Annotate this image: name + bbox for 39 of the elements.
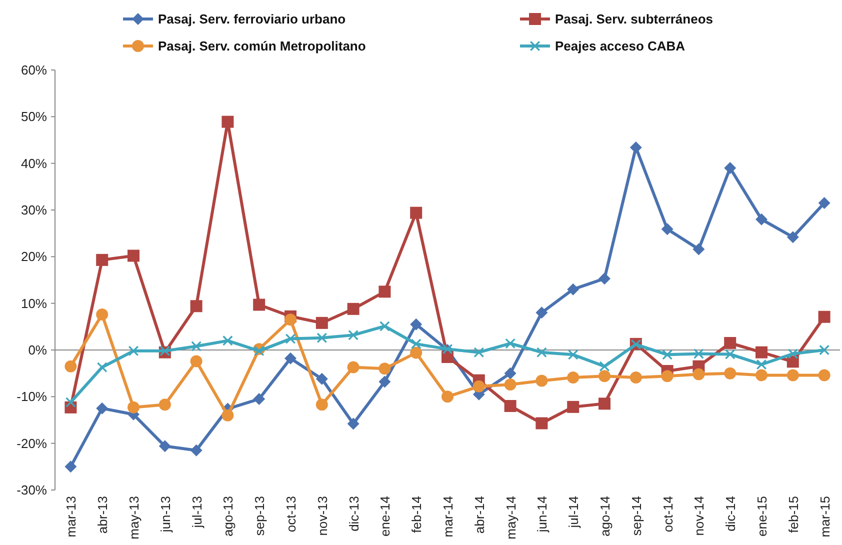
y-tick-label: -30% — [16, 482, 48, 498]
x-tick-label: feb-15 — [786, 496, 801, 533]
x-tick-label: ene-14 — [378, 496, 393, 536]
y-tick-label: 20% — [20, 249, 48, 264]
x-tick-label: ago-13 — [220, 496, 236, 536]
legend-label: Pasaj. Serv. subterráneos — [555, 12, 714, 27]
x-tick-label: may-14 — [503, 496, 518, 540]
x-tick-label: jul-14 — [566, 496, 582, 529]
x-tick-label: jun-13 — [158, 496, 173, 534]
x-tick-label: abr-14 — [472, 496, 487, 534]
x-tick-label: may-13 — [126, 496, 142, 540]
x-tick-label: ago-14 — [598, 496, 612, 536]
x-tick-label: mar-15 — [817, 496, 832, 538]
x-tick-label: nov-14 — [692, 496, 707, 536]
x-tick-label: mar-14 — [440, 496, 456, 538]
x-tick-label: mar-13 — [64, 496, 79, 538]
y-tick-label: -20% — [16, 436, 48, 451]
y-tick-label: 30% — [20, 202, 48, 218]
x-tick-label: jul-13 — [189, 496, 204, 529]
x-tick-label: nov-13 — [314, 496, 330, 536]
y-tick-label: -10% — [16, 389, 48, 404]
y-tick-label: 40% — [20, 156, 48, 171]
legend-label: Peajes acceso CABA — [555, 38, 686, 54]
x-tick-label: dic-13 — [346, 496, 362, 532]
y-tick-label: 50% — [20, 109, 48, 124]
x-tick-label: oct-13 — [284, 496, 298, 532]
y-tick-label: 0% — [28, 342, 48, 358]
y-tick-label: 60% — [20, 62, 48, 78]
x-tick-label: dic-14 — [723, 496, 738, 532]
x-tick-label: feb-14 — [409, 496, 424, 533]
x-tick-label: abr-13 — [95, 496, 110, 534]
x-tick-label: ene-15 — [754, 496, 770, 536]
x-tick-label: sep-14 — [628, 496, 644, 536]
y-tick-label: 10% — [20, 296, 48, 311]
x-tick-label: sep-13 — [252, 496, 268, 536]
x-tick-label: jun-14 — [534, 496, 550, 534]
legend-label: Pasaj. Serv. ferroviario urbano — [158, 12, 346, 27]
x-tick-label: oct-14 — [660, 496, 676, 532]
legend-label: Pasaj. Serv. común Metropolitano — [158, 38, 366, 54]
